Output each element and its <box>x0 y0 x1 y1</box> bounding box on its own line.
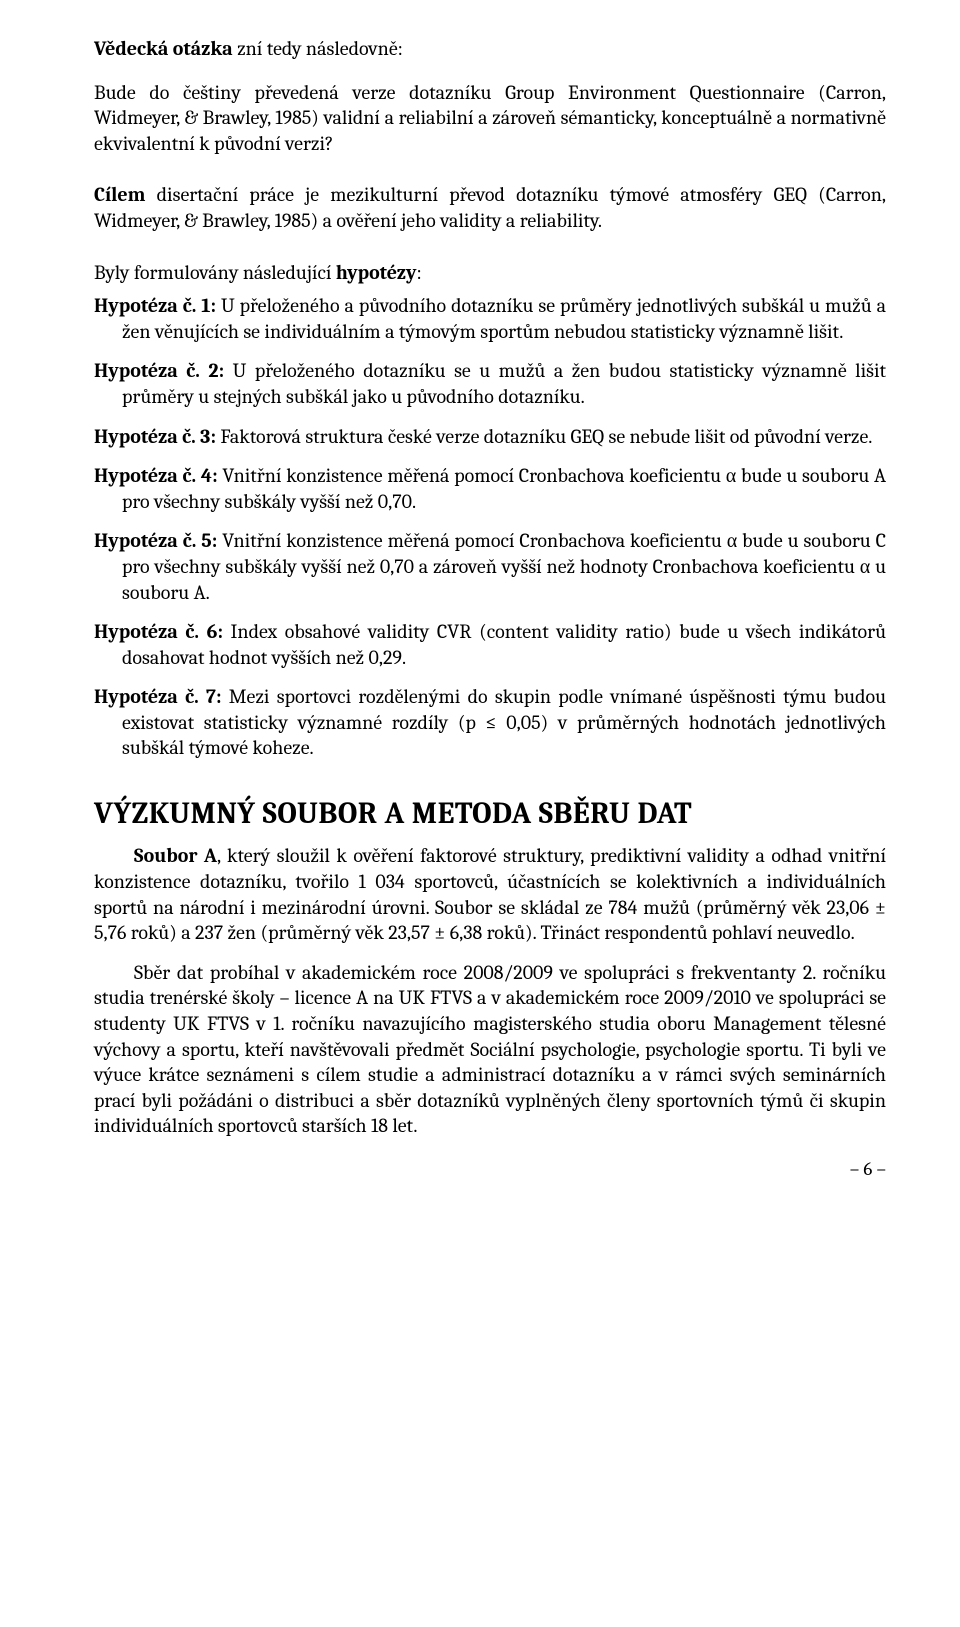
intro-question-lead: Vědecká otázka zní tedy následovně: <box>94 36 886 62</box>
hyp-lead-post: : <box>417 261 422 284</box>
hypothesis-label: Hypotéza č. 1: <box>94 294 216 317</box>
cil-lead-bold: Cílem <box>94 183 145 206</box>
hypothesis-label: Hypotéza č. 4: <box>94 464 218 487</box>
soubor-a-lead: Soubor A <box>134 844 217 867</box>
hypothesis-text: U přeloženého dotazníku se u mužů a žen … <box>122 359 886 408</box>
hypothesis-label: Hypotéza č. 7: <box>94 685 221 708</box>
hypothesis-item: Hypotéza č. 6: Index obsahové validity C… <box>94 619 886 670</box>
hypothesis-item: Hypotéza č. 7: Mezi sportovci rozděleným… <box>94 684 886 761</box>
hypothesis-text: Faktorová struktura české verze dotazník… <box>216 425 872 448</box>
intro-lead-rest: zní tedy následovně: <box>233 37 403 60</box>
hypothesis-item: Hypotéza č. 3: Faktorová struktura české… <box>94 424 886 450</box>
hypothesis-text: Vnitřní konzistence měřená pomocí Cronba… <box>122 464 886 513</box>
hyp-lead-bold: hypotézy <box>336 261 417 284</box>
cil-rest: disertační práce je mezikulturní převod … <box>94 183 886 232</box>
soubor-a-paragraph: Soubor A, který sloužil k ověření faktor… <box>94 843 886 945</box>
hypothesis-text: Index obsahové validity CVR (content val… <box>122 620 886 669</box>
hypothesis-item: Hypotéza č. 1: U přeloženého a původního… <box>94 293 886 344</box>
intro-lead-bold: Vědecká otázka <box>94 37 233 60</box>
hypothesis-label: Hypotéza č. 3: <box>94 425 216 448</box>
hypothesis-label: Hypotéza č. 5: <box>94 529 217 552</box>
hyp-lead-pre: Byly formulovány následující <box>94 261 336 284</box>
hypothesis-text: U přeloženého a původního dotazníku se p… <box>122 294 886 343</box>
section-heading: VÝZKUMNÝ SOUBOR A METODA SBĚRU DAT <box>94 795 886 833</box>
hypothesis-item: Hypotéza č. 2: U přeloženého dotazníku s… <box>94 358 886 409</box>
hypothesis-item: Hypotéza č. 5: Vnitřní konzistence měřen… <box>94 528 886 605</box>
intro-body: Bude do češtiny převedená verze dotazník… <box>94 80 886 157</box>
sber-paragraph: Sběr dat probíhal v akademickém roce 200… <box>94 960 886 1139</box>
hypothesis-label: Hypotéza č. 6: <box>94 620 223 643</box>
hypothesis-label: Hypotéza č. 2: <box>94 359 224 382</box>
page-number: – 6 – <box>94 1157 886 1181</box>
hypothesis-text: Vnitřní konzistence měřená pomocí Cronba… <box>122 529 886 603</box>
hypothesis-text: Mezi sportovci rozdělenými do skupin pod… <box>122 685 886 759</box>
hypothesis-item: Hypotéza č. 4: Vnitřní konzistence měřen… <box>94 463 886 514</box>
cil-paragraph: Cílem disertační práce je mezikulturní p… <box>94 182 886 233</box>
hypotheses-lead: Byly formulovány následující hypotézy: <box>94 260 886 286</box>
